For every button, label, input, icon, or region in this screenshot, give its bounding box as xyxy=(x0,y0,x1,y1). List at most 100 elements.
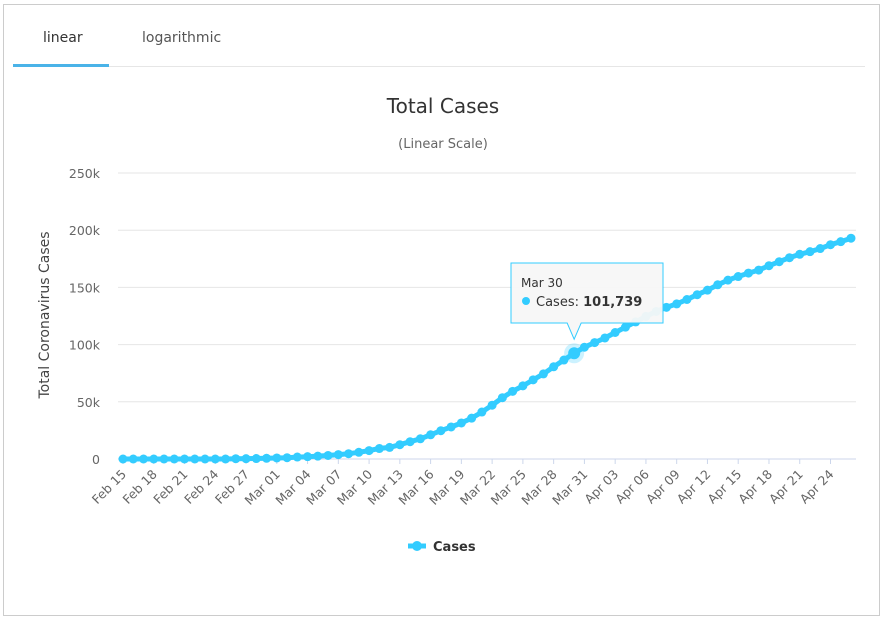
data-point[interactable] xyxy=(692,290,702,300)
data-point[interactable] xyxy=(528,375,538,385)
legend-marker xyxy=(412,541,422,551)
data-point[interactable] xyxy=(774,257,784,267)
data-point[interactable] xyxy=(282,453,292,463)
data-point[interactable] xyxy=(210,454,220,464)
x-tick-label: Apr 21 xyxy=(766,467,806,507)
data-point[interactable] xyxy=(415,434,425,444)
data-point[interactable] xyxy=(497,393,507,403)
tooltip-line: Cases: 101,739 xyxy=(536,295,642,310)
data-point[interactable] xyxy=(713,280,723,290)
tooltip: Mar 30 Cases: 101,739 xyxy=(510,262,664,364)
chart-subtitle: (Linear Scale) xyxy=(398,137,488,152)
x-tick-label: Apr 03 xyxy=(581,467,621,507)
data-point[interactable] xyxy=(354,447,364,457)
data-point[interactable] xyxy=(815,244,825,254)
data-point[interactable] xyxy=(139,454,149,464)
data-point[interactable] xyxy=(344,449,354,459)
data-point[interactable] xyxy=(159,454,169,464)
data-point[interactable] xyxy=(733,272,743,282)
y-tick-label: 150k xyxy=(69,280,101,295)
data-point[interactable] xyxy=(508,386,518,396)
data-point[interactable] xyxy=(610,328,620,338)
data-point[interactable] xyxy=(795,249,805,259)
data-point[interactable] xyxy=(846,233,856,243)
legend-label-cases[interactable]: Cases xyxy=(433,540,476,555)
data-point[interactable] xyxy=(149,454,159,464)
data-point[interactable] xyxy=(231,454,241,464)
data-point[interactable] xyxy=(313,451,323,461)
data-point[interactable] xyxy=(487,400,497,410)
data-point[interactable] xyxy=(436,426,446,436)
data-point[interactable] xyxy=(518,381,528,391)
data-point[interactable] xyxy=(702,285,712,295)
data-point[interactable] xyxy=(251,454,261,464)
legend[interactable]: Cases xyxy=(408,540,476,555)
data-point[interactable] xyxy=(128,454,138,464)
tooltip-series-dot xyxy=(522,297,530,305)
data-point[interactable] xyxy=(743,268,753,278)
tooltip-box xyxy=(510,262,664,341)
data-point[interactable] xyxy=(200,454,210,464)
data-point[interactable] xyxy=(672,299,682,309)
y-tick-label: 250k xyxy=(69,166,101,181)
data-point[interactable] xyxy=(620,322,630,332)
series-points xyxy=(118,233,856,464)
x-tick-label: Apr 12 xyxy=(674,467,714,507)
y-tick-label: 200k xyxy=(69,223,101,238)
data-point[interactable] xyxy=(303,452,313,462)
data-point[interactable] xyxy=(426,430,436,440)
tooltip-colon: : xyxy=(575,295,584,310)
data-point[interactable] xyxy=(323,450,333,460)
tab-linear[interactable]: linear xyxy=(43,30,83,46)
x-tick-label: Mar 31 xyxy=(549,467,590,508)
chart-title: Total Cases xyxy=(386,94,499,118)
data-point[interactable] xyxy=(385,442,395,452)
data-point[interactable] xyxy=(467,413,477,423)
y-tick-label: 50k xyxy=(77,395,101,410)
data-point[interactable] xyxy=(764,261,774,271)
data-point[interactable] xyxy=(446,422,456,432)
data-point[interactable] xyxy=(682,295,692,305)
data-point[interactable] xyxy=(825,240,835,250)
active-tab-indicator xyxy=(13,64,109,67)
data-point[interactable] xyxy=(579,342,589,352)
tab-logarithmic[interactable]: logarithmic xyxy=(142,30,222,46)
data-point[interactable] xyxy=(805,247,815,257)
tooltip-series-name: Cases xyxy=(536,295,575,310)
data-point[interactable] xyxy=(754,265,764,275)
data-point[interactable] xyxy=(395,440,405,450)
hover-point[interactable] xyxy=(568,347,581,360)
data-point[interactable] xyxy=(333,450,343,460)
gridlines xyxy=(118,172,856,460)
scale-tabs: linear logarithmic xyxy=(13,24,865,67)
data-point[interactable] xyxy=(559,355,569,365)
data-point[interactable] xyxy=(405,437,415,447)
data-point[interactable] xyxy=(590,338,600,348)
data-point[interactable] xyxy=(180,454,190,464)
data-point[interactable] xyxy=(272,453,282,463)
data-point[interactable] xyxy=(784,253,794,263)
data-point[interactable] xyxy=(549,362,559,372)
data-point[interactable] xyxy=(661,302,671,312)
data-point[interactable] xyxy=(364,446,374,456)
data-point[interactable] xyxy=(836,237,846,247)
data-point[interactable] xyxy=(292,452,302,462)
chart-card xyxy=(3,4,880,616)
tooltip-date: Mar 30 xyxy=(521,276,563,290)
data-point[interactable] xyxy=(723,275,733,285)
x-tick-label: Apr 15 xyxy=(704,467,744,507)
tooltip-value: 101,739 xyxy=(583,295,642,310)
data-point[interactable] xyxy=(456,418,466,428)
data-point[interactable] xyxy=(538,369,548,379)
data-point[interactable] xyxy=(190,454,200,464)
data-point[interactable] xyxy=(262,453,272,463)
y-axis-ticks: 0 50k 100k 150k 200k 250k xyxy=(69,166,101,467)
data-point[interactable] xyxy=(600,333,610,343)
data-point[interactable] xyxy=(241,454,251,464)
data-point[interactable] xyxy=(169,454,179,464)
data-point[interactable] xyxy=(374,444,384,454)
data-point[interactable] xyxy=(118,454,128,464)
data-point[interactable] xyxy=(477,407,487,417)
data-point[interactable] xyxy=(221,454,231,464)
